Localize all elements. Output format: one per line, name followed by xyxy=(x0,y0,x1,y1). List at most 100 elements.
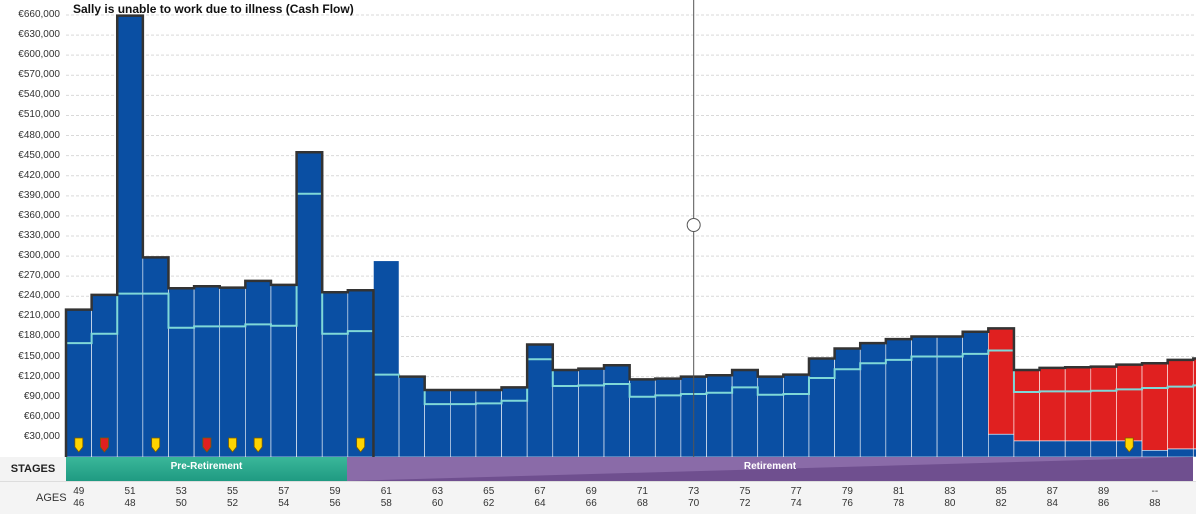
bar-income xyxy=(116,15,144,458)
bar-income xyxy=(911,336,938,458)
event-marker-icon xyxy=(1124,437,1134,453)
bar-income xyxy=(142,257,169,458)
age-partner: 56 xyxy=(329,498,341,509)
age-partner: 46 xyxy=(73,498,85,509)
y-tick-label: €360,000 xyxy=(18,209,60,221)
y-tick-label: €390,000 xyxy=(18,189,60,201)
age-partner: 68 xyxy=(636,498,648,509)
age-primary: 53 xyxy=(175,486,187,497)
bar-income xyxy=(808,358,835,458)
age-partner: 80 xyxy=(944,498,956,509)
bar-shortfall xyxy=(988,328,1015,435)
stage-retirement[interactable]: Retirement xyxy=(347,457,1193,481)
bar-income xyxy=(373,260,400,458)
bar-shortfall xyxy=(1013,369,1040,442)
bar-income xyxy=(424,389,451,458)
bar-income xyxy=(398,376,425,458)
chart-area: €660,000 €630,000 €600,000 €570,000 €540,000… xyxy=(18,0,1196,458)
bar-income xyxy=(1064,440,1092,458)
bar-shortfall xyxy=(1064,366,1092,442)
stage-pre-retirement[interactable]: Pre-Retirement xyxy=(66,457,347,481)
stage-retirement-wedge xyxy=(347,457,1193,481)
age-partner: 84 xyxy=(1046,498,1058,509)
age-primary: 67 xyxy=(534,486,546,497)
age-partner: 88 xyxy=(1149,498,1161,509)
y-tick-label: €90,000 xyxy=(23,390,60,402)
bar-income xyxy=(347,289,374,458)
bar-income xyxy=(1013,440,1040,458)
stages-row: STAGES Pre-Retirement Retirement xyxy=(0,457,1196,481)
bar-income xyxy=(962,331,989,458)
y-tick-label: €510,000 xyxy=(18,109,60,121)
bar-income xyxy=(757,376,784,458)
bar-income xyxy=(603,364,630,458)
age-partner: 54 xyxy=(278,498,290,509)
age-primary: 75 xyxy=(739,486,751,497)
bar-shortfall xyxy=(1167,359,1194,450)
bar-income xyxy=(270,284,297,458)
age-column: 77 74 xyxy=(781,486,811,510)
bar-income xyxy=(193,285,221,458)
age-column: 83 80 xyxy=(935,486,965,510)
age-primary: 79 xyxy=(841,486,853,497)
y-tick-label: €240,000 xyxy=(18,290,60,302)
outgoings-line xyxy=(66,192,1196,406)
age-column: 75 72 xyxy=(730,486,760,510)
age-column: 55 52 xyxy=(218,486,248,510)
y-tick-label: €630,000 xyxy=(18,29,60,41)
age-column: 87 84 xyxy=(1037,486,1067,510)
bar-income xyxy=(783,374,810,458)
age-primary: 69 xyxy=(585,486,597,497)
bar-income xyxy=(1090,440,1117,458)
age-column: 73 70 xyxy=(679,486,709,510)
bar-income xyxy=(936,336,964,458)
y-tick-label: €660,000 xyxy=(18,9,60,20)
bar-income xyxy=(501,387,528,458)
event-marker-icon xyxy=(253,437,263,453)
event-marker-icon xyxy=(202,437,212,453)
y-tick-label: €540,000 xyxy=(18,89,60,101)
stages-label: STAGES xyxy=(0,457,66,481)
y-tick-label: €180,000 xyxy=(18,330,60,342)
bar-income xyxy=(245,280,272,458)
bar-income xyxy=(91,294,118,458)
age-column: 57 54 xyxy=(269,486,299,510)
age-partner: 70 xyxy=(688,498,700,509)
age-partner: 60 xyxy=(431,498,444,509)
age-column: 59 56 xyxy=(320,486,350,510)
bar-shortfall xyxy=(1141,362,1168,451)
y-tick-label: €270,000 xyxy=(18,270,60,282)
age-column: 51 48 xyxy=(115,486,145,510)
bar-income xyxy=(65,309,92,458)
age-primary: 61 xyxy=(380,486,392,497)
bar-income xyxy=(1192,448,1196,458)
bar-income xyxy=(654,378,682,458)
bar-income xyxy=(219,287,246,458)
age-column: 69 66 xyxy=(576,486,606,510)
age-partner: 78 xyxy=(893,498,905,509)
cash-flow-chart xyxy=(64,0,1196,458)
age-primary: 87 xyxy=(1046,486,1058,497)
y-tick-label: €30,000 xyxy=(23,430,60,442)
bar-income xyxy=(706,374,733,458)
age-column: -- 88 xyxy=(1140,486,1170,510)
bar-income xyxy=(1141,450,1168,458)
y-tick-label: €300,000 xyxy=(18,250,60,262)
age-partner: 74 xyxy=(790,498,802,509)
age-column: 85 82 xyxy=(986,486,1016,510)
age-partner: 76 xyxy=(841,498,853,509)
bar-income xyxy=(526,344,554,458)
y-tick-label: €480,000 xyxy=(18,129,60,141)
y-tick-label: €210,000 xyxy=(18,310,60,322)
age-primary: 57 xyxy=(278,486,290,497)
bar-income xyxy=(475,389,502,458)
bar-income xyxy=(1039,440,1066,458)
bar-shortfall xyxy=(1039,367,1066,442)
y-tick-label: €150,000 xyxy=(18,350,60,362)
age-primary: 63 xyxy=(431,486,444,497)
bar-income xyxy=(321,291,349,458)
bar-income xyxy=(988,433,1015,458)
ages-label: AGES xyxy=(36,492,67,504)
chart-title: Sally is unable to work due to illness (… xyxy=(73,2,354,16)
event-marker-icon xyxy=(228,437,237,453)
